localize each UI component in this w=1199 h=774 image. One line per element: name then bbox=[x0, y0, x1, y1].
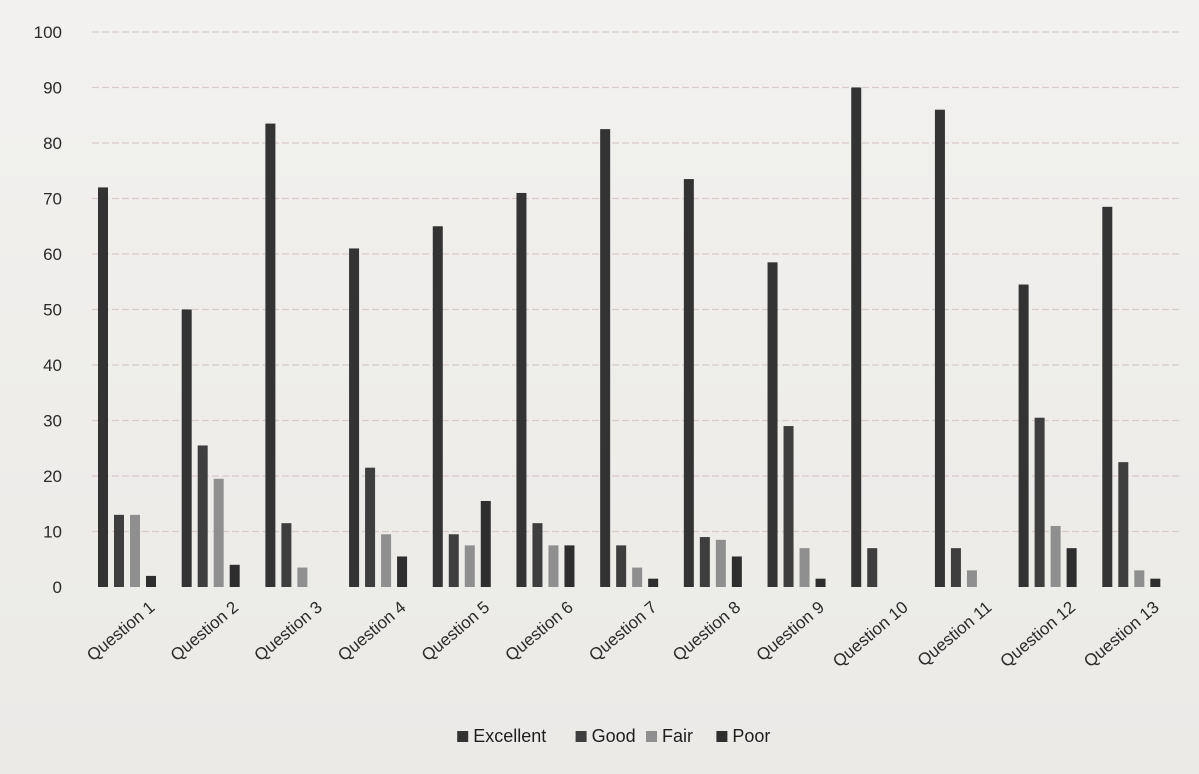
x-tick-label: Question 13 bbox=[1080, 598, 1162, 671]
bar-fair bbox=[464, 545, 475, 587]
y-tick-label: 40 bbox=[43, 356, 62, 375]
bar-poor bbox=[1066, 548, 1077, 587]
bar-excellent bbox=[1102, 206, 1113, 587]
bar-excellent bbox=[767, 262, 778, 587]
bar-excellent bbox=[516, 192, 527, 587]
bar-fair bbox=[130, 514, 140, 587]
bar-good bbox=[783, 426, 794, 587]
bar-good bbox=[1034, 417, 1045, 587]
x-tick-label: Question 10 bbox=[829, 598, 911, 671]
bar-excellent bbox=[265, 123, 276, 587]
bar-excellent bbox=[181, 309, 192, 587]
y-tick-label: 0 bbox=[53, 578, 62, 597]
bar-good bbox=[616, 545, 627, 587]
bar-good bbox=[114, 514, 124, 587]
y-axis: 0 10 20 30 40 50 60 70 80 90 100 bbox=[34, 23, 62, 597]
bar-poor bbox=[480, 500, 491, 587]
bar-fair bbox=[297, 567, 308, 587]
legend-swatch-excellent bbox=[457, 731, 469, 742]
legend-swatch-fair bbox=[646, 731, 657, 742]
legend-label-fair: Fair bbox=[662, 726, 693, 746]
bar-fair bbox=[966, 570, 977, 587]
bar-poor bbox=[229, 564, 240, 587]
bar-poor bbox=[731, 556, 742, 587]
bar-good bbox=[867, 548, 878, 587]
bar-poor bbox=[146, 575, 156, 587]
x-tick-label: Question 6 bbox=[502, 598, 577, 665]
y-tick-label: 100 bbox=[34, 23, 62, 42]
y-tick-label: 20 bbox=[43, 467, 62, 486]
legend-swatch-poor bbox=[716, 731, 728, 742]
bar-fair bbox=[213, 478, 224, 587]
bar-good bbox=[365, 467, 376, 587]
x-tick-label: Question 4 bbox=[334, 598, 409, 665]
bar-excellent bbox=[432, 226, 443, 587]
x-tick-label: Question 11 bbox=[914, 598, 995, 671]
bar-excellent bbox=[934, 109, 945, 587]
bar-poor bbox=[1150, 578, 1161, 587]
bar-fair bbox=[632, 567, 643, 587]
bars bbox=[98, 87, 1161, 587]
y-tick-label: 10 bbox=[43, 523, 62, 542]
bar-good bbox=[1118, 462, 1129, 587]
bar-good bbox=[197, 445, 208, 587]
bar-fair bbox=[799, 548, 810, 587]
bar-good bbox=[950, 548, 961, 587]
bar-poor bbox=[815, 578, 826, 587]
x-axis: Question 1 Question 2 Question 3 Question 4… bbox=[83, 598, 1163, 671]
x-tick-label: Question 8 bbox=[669, 598, 744, 665]
x-tick-label: Question 1 bbox=[83, 598, 158, 665]
bar-fair bbox=[1134, 570, 1145, 587]
bar-poor bbox=[648, 578, 659, 587]
y-tick-label: 90 bbox=[43, 79, 62, 98]
bar-good bbox=[448, 534, 459, 587]
bar-good bbox=[532, 523, 543, 587]
bar-excellent bbox=[851, 87, 862, 587]
x-tick-label: Question 5 bbox=[418, 598, 493, 665]
bar-excellent bbox=[600, 129, 611, 587]
bar-excellent bbox=[349, 248, 360, 587]
x-tick-label: Question 2 bbox=[167, 598, 242, 665]
bar-excellent bbox=[683, 179, 694, 587]
x-tick-label: Question 9 bbox=[753, 598, 828, 665]
bar-good bbox=[281, 523, 292, 587]
bar-fair bbox=[1050, 525, 1061, 587]
bar-fair bbox=[715, 539, 726, 587]
legend-label-poor: Poor bbox=[732, 726, 770, 746]
bar-poor bbox=[564, 545, 575, 587]
y-tick-label: 80 bbox=[43, 134, 62, 153]
legend-swatch-good bbox=[575, 731, 587, 742]
bar-good bbox=[699, 537, 710, 587]
y-tick-label: 70 bbox=[43, 190, 62, 209]
y-tick-label: 30 bbox=[43, 412, 62, 431]
x-tick-label: Question 3 bbox=[251, 598, 326, 665]
y-tick-label: 50 bbox=[43, 301, 62, 320]
bar-fair bbox=[548, 545, 559, 587]
bar-fair bbox=[381, 534, 392, 587]
y-tick-label: 60 bbox=[43, 245, 62, 264]
legend: Excellent Good Fair Poor bbox=[457, 726, 770, 746]
x-tick-label: Question 7 bbox=[585, 598, 660, 665]
gridlines bbox=[92, 31, 1180, 533]
legend-label-excellent: Excellent bbox=[473, 726, 546, 746]
bar-poor bbox=[397, 556, 408, 587]
bar-excellent bbox=[98, 187, 108, 587]
x-tick-label: Question 12 bbox=[997, 598, 1079, 671]
legend-label-good: Good bbox=[592, 726, 636, 746]
bar-excellent bbox=[1018, 284, 1029, 587]
